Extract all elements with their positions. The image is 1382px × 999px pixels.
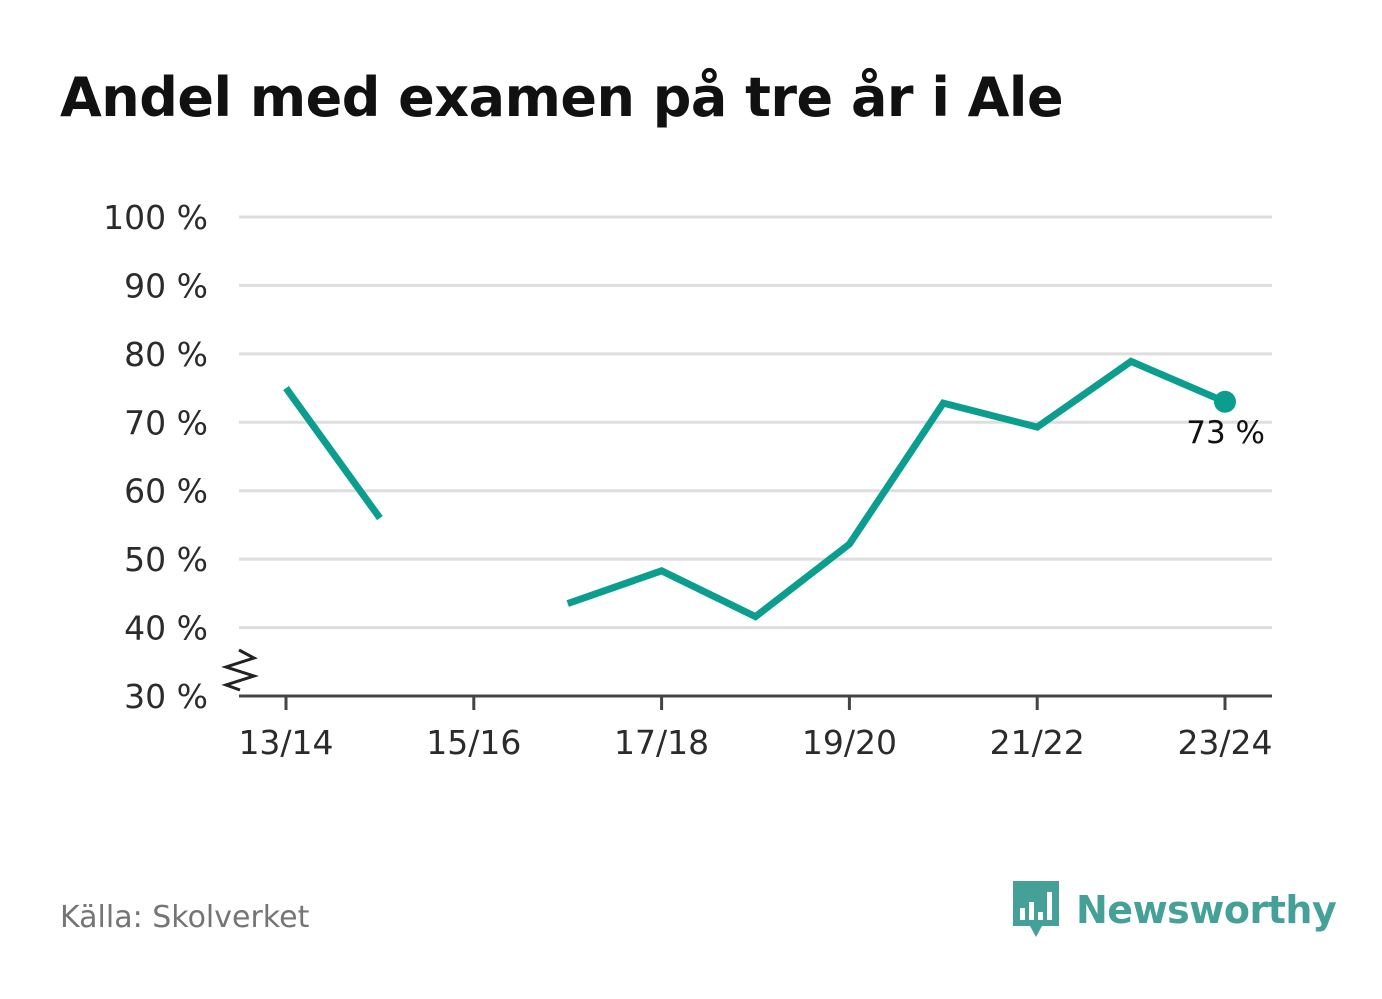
series-line <box>283 357 1227 621</box>
y-tick-label: 60 % <box>124 472 208 511</box>
x-axis <box>221 648 1272 710</box>
series-line-segment <box>566 357 1227 621</box>
y-tick-label: 100 % <box>103 198 208 237</box>
chart-title: Andel med examen på tre år i Ale <box>60 66 1064 129</box>
brand-logo[interactable]: Newsworthy <box>1010 878 1337 942</box>
series-line-segment <box>283 386 383 521</box>
y-tick-label: 40 % <box>124 609 208 648</box>
y-tick-label: 70 % <box>124 403 208 442</box>
x-tick-label: 13/14 <box>238 723 333 762</box>
y-axis-labels: 30 % 40 % 50 % 60 % 70 % 80 % 90 % 100 % <box>103 198 208 716</box>
x-tick-label: 21/22 <box>990 723 1085 762</box>
x-tick-label: 23/24 <box>1177 723 1272 762</box>
brand-name: Newsworthy <box>1076 888 1337 932</box>
axis-break-icon <box>221 648 259 692</box>
gridlines <box>239 215 1272 630</box>
x-axis-labels: 13/14 15/16 17/18 19/20 21/22 23/24 <box>238 723 1272 762</box>
end-value-label: 73 % <box>1186 415 1265 451</box>
y-tick-label: 50 % <box>124 540 208 579</box>
x-tick-label: 19/20 <box>802 723 897 762</box>
x-tick-label: 17/18 <box>614 723 709 762</box>
y-tick-label: 30 % <box>124 677 208 716</box>
end-marker-group: 73 % <box>1186 390 1265 451</box>
y-tick-label: 80 % <box>124 335 208 374</box>
y-tick-label: 90 % <box>124 266 208 305</box>
speech-bubble-bar-chart-icon <box>1013 881 1059 937</box>
x-tick-label: 15/16 <box>426 723 521 762</box>
end-point-marker <box>1214 390 1236 413</box>
source-note: Källa: Skolverket <box>60 900 310 935</box>
